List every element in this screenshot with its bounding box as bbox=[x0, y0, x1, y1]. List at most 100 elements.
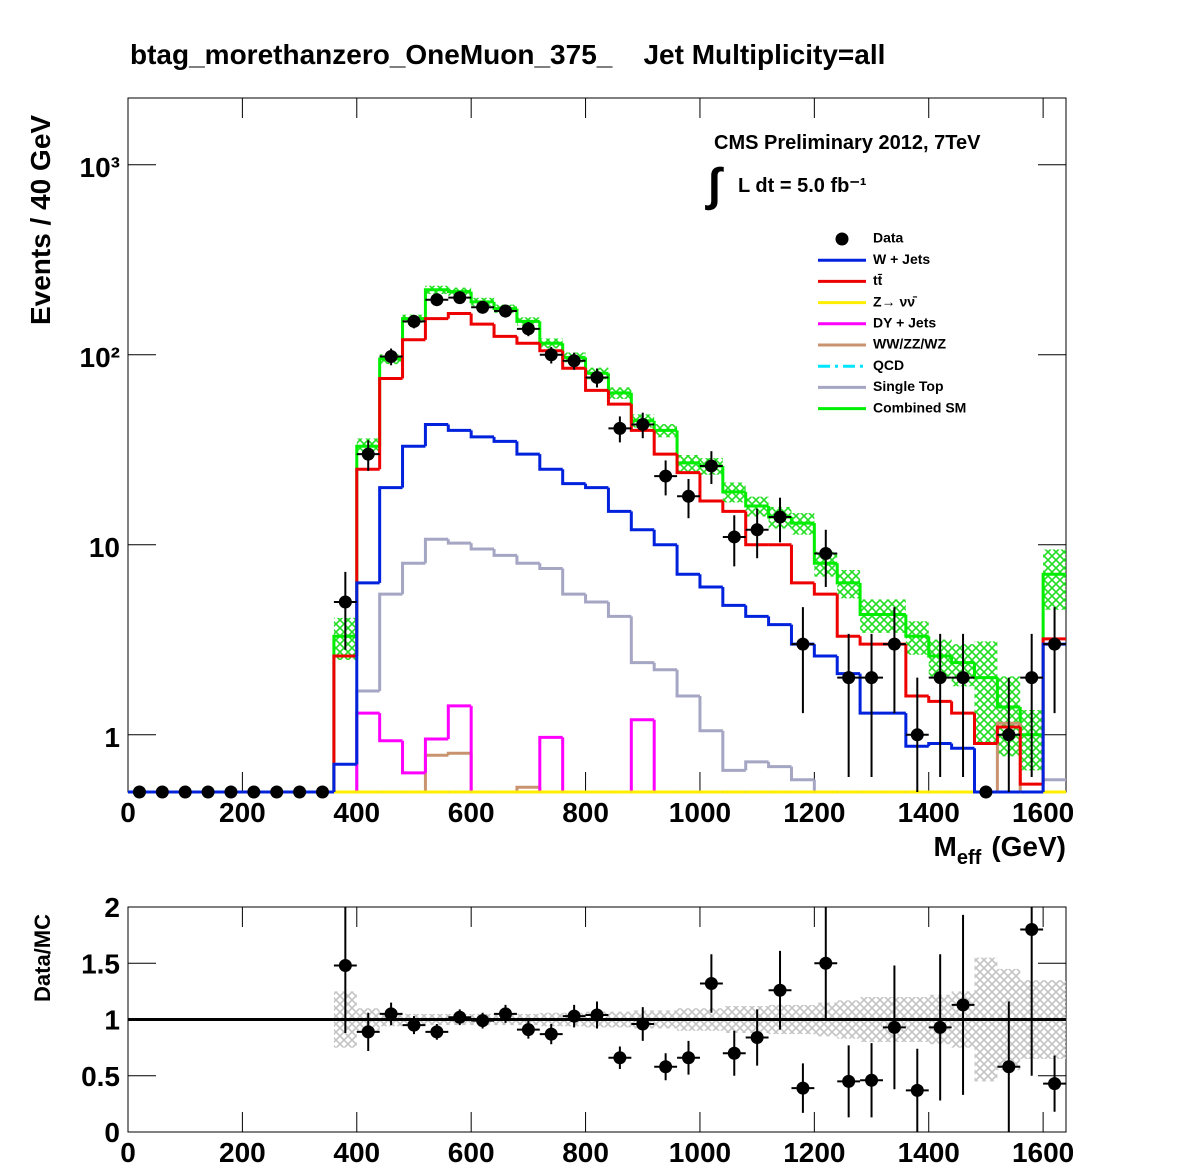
ratio-y-label: Data/MC bbox=[30, 914, 55, 1002]
y-tick-label: 10 bbox=[89, 532, 120, 563]
x-tick-label: 800 bbox=[562, 1137, 609, 1168]
histogram-bin bbox=[698, 574, 723, 589]
histogram-bin bbox=[606, 602, 632, 618]
histogram-bin bbox=[698, 472, 723, 503]
x-tick-label: 600 bbox=[448, 1137, 495, 1168]
ratio-point bbox=[544, 1027, 558, 1041]
histogram-bin bbox=[675, 669, 700, 698]
histogram-bin bbox=[927, 741, 952, 747]
histogram-bin bbox=[561, 469, 586, 486]
histogram-bin bbox=[995, 725, 1021, 744]
x-label-main: M bbox=[934, 831, 957, 862]
histogram-bin bbox=[858, 582, 883, 616]
histogram-bin bbox=[995, 677, 1021, 709]
histogram-bin bbox=[812, 523, 838, 565]
x-tick-label: 1200 bbox=[783, 1137, 845, 1168]
histogram-bin bbox=[789, 544, 815, 585]
ratio-point bbox=[956, 998, 970, 1012]
x-tick-label: 400 bbox=[333, 1137, 380, 1168]
y-tick-label: 10² bbox=[80, 342, 120, 373]
y-tick-label: 2 bbox=[104, 892, 120, 923]
ratio-point bbox=[338, 959, 352, 972]
integral-sign: ∫ bbox=[704, 158, 724, 211]
ratio-point bbox=[613, 1051, 627, 1065]
histogram-bin bbox=[744, 491, 769, 508]
histogram-bin bbox=[469, 291, 495, 304]
ratio-point bbox=[453, 1010, 467, 1024]
data-point bbox=[201, 785, 215, 799]
histogram-bin bbox=[904, 713, 929, 748]
histogram-bin bbox=[675, 454, 700, 475]
histogram-bin bbox=[401, 561, 426, 595]
histogram-bin bbox=[492, 436, 517, 443]
chart-title: btag_morethanzero_OneMuon_375_ Jet Multi… bbox=[130, 39, 885, 70]
histogram-bin bbox=[1018, 726, 1044, 786]
ratio-point bbox=[567, 1009, 581, 1023]
histogram-bin bbox=[927, 636, 952, 658]
ratio-point bbox=[750, 1031, 764, 1044]
data-point bbox=[270, 785, 284, 799]
ratio-point bbox=[384, 1007, 398, 1021]
ratio-point bbox=[796, 1081, 810, 1095]
ratio-point bbox=[1025, 923, 1039, 936]
ratio-point bbox=[704, 977, 718, 990]
histogram-bin bbox=[835, 563, 861, 585]
data-point bbox=[1025, 671, 1039, 685]
data-point bbox=[293, 785, 307, 799]
histogram-bin bbox=[744, 511, 769, 547]
ratio-point bbox=[1002, 1060, 1016, 1074]
x-tick-label: 600 bbox=[448, 797, 495, 828]
histogram-bin bbox=[515, 441, 540, 456]
data-point bbox=[865, 671, 879, 685]
legend-label: W + Jets bbox=[873, 251, 930, 267]
histogram-bin bbox=[629, 511, 655, 532]
legend-marker bbox=[835, 232, 849, 246]
ratio-point bbox=[819, 956, 833, 970]
uncertainty-band bbox=[974, 641, 998, 744]
uncertainty-band bbox=[860, 599, 883, 633]
histogram-bin bbox=[606, 487, 632, 513]
histogram-bin bbox=[721, 501, 746, 513]
histogram-bin bbox=[812, 644, 838, 658]
histogram-bin bbox=[469, 430, 495, 439]
histogram-bin bbox=[515, 308, 540, 323]
ratio-point bbox=[476, 1014, 490, 1028]
ratio-point bbox=[1048, 1077, 1062, 1091]
legend-label: DY + Jets bbox=[873, 315, 936, 331]
y-tick-label: 1 bbox=[104, 722, 120, 753]
histogram-bin bbox=[995, 721, 1021, 792]
data-point bbox=[521, 322, 535, 336]
histogram-bin bbox=[561, 568, 586, 596]
x-tick-label: 200 bbox=[219, 797, 266, 828]
histogram-bin bbox=[789, 517, 815, 525]
data-point bbox=[361, 447, 375, 461]
ratio-point bbox=[361, 1025, 375, 1039]
data-point bbox=[956, 671, 970, 685]
data-point bbox=[453, 291, 467, 305]
histogram-bin bbox=[767, 761, 792, 769]
x-tick-label: 1400 bbox=[898, 797, 960, 828]
x-tick-label: 0 bbox=[120, 1137, 136, 1168]
histogram-bin bbox=[584, 368, 609, 392]
histogram-bin bbox=[950, 743, 975, 750]
legend-label: Z→ νν̄ bbox=[873, 293, 918, 309]
histogram-bin bbox=[721, 465, 746, 494]
x-tick-label: 800 bbox=[562, 797, 609, 828]
histogram-bin bbox=[423, 537, 449, 564]
histogram-bin bbox=[629, 718, 655, 792]
histogram-bin bbox=[378, 592, 403, 692]
histogram-bin bbox=[378, 377, 403, 470]
annotation: CMS Preliminary 2012, 7TeV bbox=[714, 132, 981, 154]
histogram-bin bbox=[446, 424, 472, 432]
x-tick-label: 1200 bbox=[783, 797, 845, 828]
histogram-bin bbox=[652, 662, 678, 672]
histogram-bin bbox=[789, 766, 815, 782]
x-label-unit: (GeV) bbox=[991, 831, 1066, 862]
histogram-bin bbox=[744, 760, 769, 771]
histogram-bin bbox=[721, 730, 746, 772]
histogram-bin bbox=[515, 336, 540, 345]
data-point bbox=[178, 785, 192, 799]
y-tick-label: 10³ bbox=[80, 152, 120, 183]
ratio-point bbox=[430, 1025, 444, 1039]
